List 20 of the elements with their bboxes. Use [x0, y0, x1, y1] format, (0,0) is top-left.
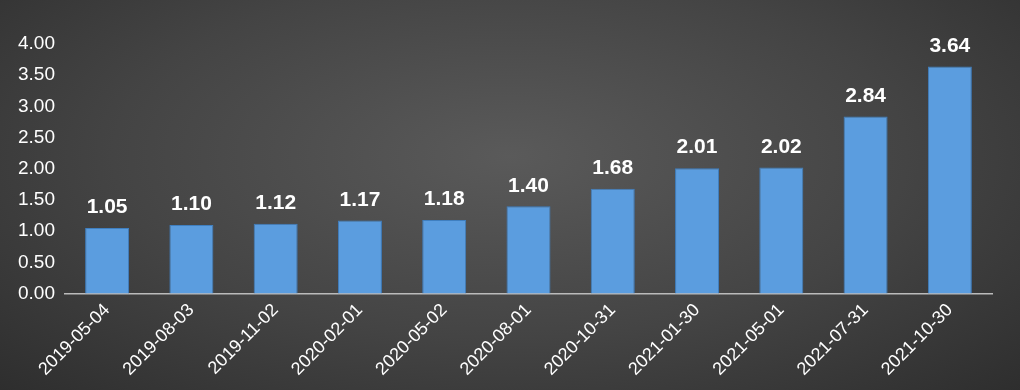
data-label: 1.18: [423, 186, 465, 210]
y-tick-label: 1.50: [18, 188, 55, 210]
y-tick-label: 0.50: [18, 250, 55, 272]
data-label: 1.12: [255, 190, 297, 214]
y-tick-label: 2.50: [18, 125, 55, 147]
data-label: 3.64: [929, 32, 971, 56]
y-tick-label: 3.00: [18, 94, 55, 116]
data-label: 1.10: [170, 191, 212, 215]
y-tick-label: 0.00: [18, 281, 55, 303]
y-tick-label: 3.50: [18, 63, 55, 85]
data-label: 1.05: [86, 194, 128, 218]
data-label: 2.02: [760, 133, 802, 157]
y-tick-label: 1.00: [18, 219, 55, 241]
data-label: 2.84: [845, 82, 887, 106]
data-label: 1.17: [339, 186, 381, 210]
y-tick-label: 4.00: [18, 32, 55, 54]
data-label: 1.40: [508, 172, 549, 196]
data-label: 2.01: [676, 134, 718, 158]
y-tick-label: 2.00: [18, 157, 55, 179]
data-label: 1.68: [592, 155, 634, 179]
